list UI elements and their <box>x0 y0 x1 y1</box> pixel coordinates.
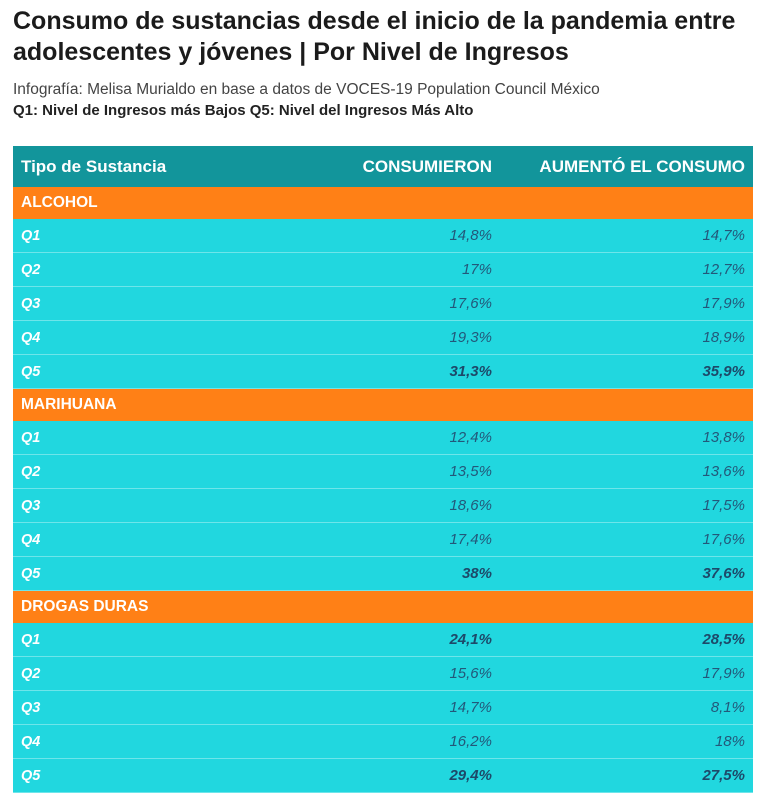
increased-cell: 13,8% <box>500 421 753 455</box>
quintile-cell: Q5 <box>13 556 313 591</box>
consumed-cell: 19,3% <box>313 320 500 355</box>
group-label: ALCOHOL <box>13 187 753 219</box>
increased-cell: 13,6% <box>500 454 753 489</box>
consumed-cell: 14,8% <box>313 219 500 253</box>
consumed-cell: 17,6% <box>313 286 500 321</box>
table-row: Q4 16,2% 18% <box>13 724 753 759</box>
consumed-cell: 15,6% <box>313 656 500 691</box>
consumed-cell: 16,2% <box>313 724 500 759</box>
table-row: Q5 31,3% 35,9% <box>13 354 753 389</box>
quintile-cell: Q1 <box>13 219 313 253</box>
consumed-cell: 24,1% <box>313 623 500 657</box>
quintile-cell: Q5 <box>13 354 313 389</box>
column-header-consumed: CONSUMIERON <box>313 146 500 187</box>
increased-cell: 28,5% <box>500 623 753 657</box>
quintile-cell: Q2 <box>13 656 313 691</box>
increased-cell: 18% <box>500 724 753 759</box>
increased-cell: 18,9% <box>500 320 753 355</box>
quintile-cell: Q1 <box>13 421 313 455</box>
quintile-cell: Q4 <box>13 320 313 355</box>
table-row: Q1 14,8% 14,7% <box>13 219 753 253</box>
increased-cell: 17,9% <box>500 656 753 691</box>
increased-cell: 35,9% <box>500 354 753 389</box>
increased-cell: 17,6% <box>500 522 753 557</box>
column-header-increased: AUMENTÓ EL CONSUMO <box>500 146 753 187</box>
group-label: MARIHUANA <box>13 388 753 421</box>
group-row: ALCOHOL <box>13 187 753 219</box>
table-row: Q2 17% 12,7% <box>13 252 753 287</box>
quintile-cell: Q3 <box>13 488 313 523</box>
increased-cell: 17,9% <box>500 286 753 321</box>
quintile-cell: Q3 <box>13 286 313 321</box>
consumed-cell: 13,5% <box>313 454 500 489</box>
consumed-cell: 17,4% <box>313 522 500 557</box>
increased-cell: 17,5% <box>500 488 753 523</box>
table-row: Q4 17,4% 17,6% <box>13 522 753 557</box>
quintile-note: Q1: Nivel de Ingresos más Bajos Q5: Nive… <box>13 102 474 119</box>
table-row: Q2 13,5% 13,6% <box>13 454 753 489</box>
increased-cell: 8,1% <box>500 690 753 725</box>
group-label: DROGAS DURAS <box>13 590 753 623</box>
consumed-cell: 31,3% <box>313 354 500 389</box>
substance-table: Tipo de Sustancia CONSUMIERON AUMENTÓ EL… <box>13 146 753 793</box>
table-row: Q3 14,7% 8,1% <box>13 690 753 725</box>
consumed-cell: 18,6% <box>313 488 500 523</box>
table-header-row: Tipo de Sustancia CONSUMIERON AUMENTÓ EL… <box>13 146 753 187</box>
quintile-cell: Q4 <box>13 522 313 557</box>
table-row: Q4 19,3% 18,9% <box>13 320 753 355</box>
table-row: Q1 24,1% 28,5% <box>13 623 753 657</box>
table-body: ALCOHOL Q1 14,8% 14,7% Q2 17% 12,7% Q3 17,6% 17,9… <box>13 187 753 793</box>
consumed-cell: 17% <box>313 252 500 287</box>
table-row: Q3 18,6% 17,5% <box>13 488 753 523</box>
increased-cell: 14,7% <box>500 219 753 253</box>
quintile-cell: Q1 <box>13 623 313 657</box>
increased-cell: 12,7% <box>500 252 753 287</box>
column-header-substance: Tipo de Sustancia <box>13 146 313 187</box>
consumed-cell: 29,4% <box>313 758 500 793</box>
table-row: Q5 38% 37,6% <box>13 556 753 591</box>
consumed-cell: 14,7% <box>313 690 500 725</box>
quintile-cell: Q2 <box>13 252 313 287</box>
quintile-cell: Q4 <box>13 724 313 759</box>
table-row: Q3 17,6% 17,9% <box>13 286 753 321</box>
table-row: Q1 12,4% 13,8% <box>13 421 753 455</box>
quintile-cell: Q3 <box>13 690 313 725</box>
quintile-cell: Q2 <box>13 454 313 489</box>
infographic: Consumo de sustancias desde el inicio de… <box>13 7 753 793</box>
table-row: Q2 15,6% 17,9% <box>13 656 753 691</box>
source-credit: Infografía: Melisa Murialdo en base a da… <box>13 81 600 98</box>
increased-cell: 27,5% <box>500 758 753 793</box>
consumed-cell: 38% <box>313 556 500 591</box>
consumed-cell: 12,4% <box>313 421 500 455</box>
group-row: DROGAS DURAS <box>13 590 753 623</box>
quintile-cell: Q5 <box>13 758 313 793</box>
page-title: Consumo de sustancias desde el inicio de… <box>13 7 736 66</box>
group-row: MARIHUANA <box>13 388 753 421</box>
table-row: Q5 29,4% 27,5% <box>13 758 753 793</box>
increased-cell: 37,6% <box>500 556 753 591</box>
